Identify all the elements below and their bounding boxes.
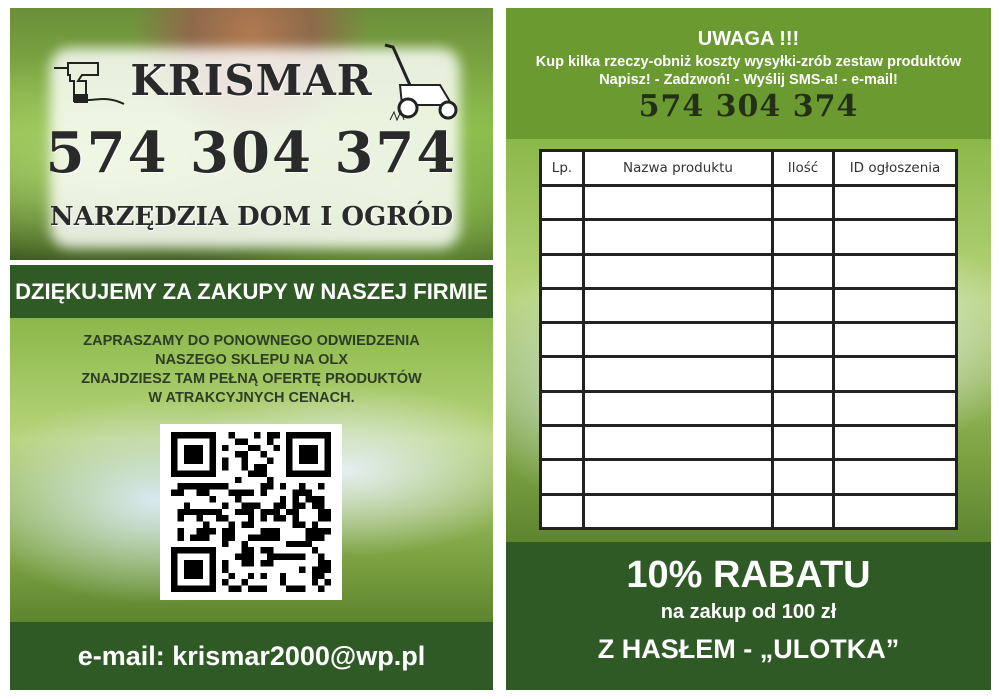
table-cell[interactable] bbox=[539, 389, 585, 428]
discount-code: Z HASŁEM - „ULOTKA” bbox=[597, 634, 900, 664]
table-cell[interactable] bbox=[539, 424, 585, 462]
table-cell[interactable] bbox=[832, 252, 958, 290]
invite-line: ZAPRASZAMY DO PONOWNEGO ODWIEDZENIA bbox=[83, 333, 420, 349]
phone-number: 574 304 374 bbox=[45, 120, 458, 186]
warning-title: UWAGA !!! bbox=[697, 28, 800, 50]
table-cell[interactable] bbox=[832, 218, 958, 256]
notice-phone: 574 304 374 bbox=[638, 89, 859, 124]
table-cell[interactable] bbox=[539, 458, 585, 496]
email-text[interactable]: e-mail: krismar2000@wp.pl bbox=[77, 641, 426, 671]
table-cell[interactable] bbox=[771, 183, 835, 222]
table-cell[interactable] bbox=[582, 183, 774, 222]
qr-code[interactable] bbox=[160, 424, 342, 600]
table-cell[interactable] bbox=[832, 183, 958, 222]
thanks-banner: DZIĘKUJEMY ZA ZAKUPY W NASZEJ FIRMIE bbox=[10, 265, 493, 318]
discount-condition: na zakup od 100 zł bbox=[660, 601, 837, 623]
table-cell[interactable] bbox=[832, 389, 958, 428]
table-cell[interactable] bbox=[539, 218, 585, 256]
header-quantity: Ilość bbox=[771, 149, 835, 187]
header-listing-id: ID ogłoszenia bbox=[832, 149, 958, 187]
discount-banner: 10% RABATU na zakup od 100 zł Z HASŁEM -… bbox=[506, 542, 991, 690]
invite-text: ZAPRASZAMY DO PONOWNEGO ODWIEDZENIA NASZ… bbox=[10, 332, 493, 408]
table-cell[interactable] bbox=[771, 252, 835, 290]
table-cell[interactable] bbox=[539, 321, 585, 359]
table-cell[interactable] bbox=[582, 252, 774, 290]
table-cell[interactable] bbox=[771, 355, 835, 393]
notice-line-1: Kup kilka rzeczy-obniż koszty wysyłki-zr… bbox=[535, 54, 962, 70]
table-row bbox=[539, 458, 958, 496]
table-cell[interactable] bbox=[582, 355, 774, 393]
notice-header: UWAGA !!! Kup kilka rzeczy-obniż koszty … bbox=[506, 8, 991, 139]
hero-image: KRISMAR 574 304 374 NARZĘDZIA DOM I OGRÓ… bbox=[10, 8, 493, 260]
table-cell[interactable] bbox=[771, 492, 835, 530]
brand-name: KRISMAR bbox=[130, 56, 373, 105]
table-cell[interactable] bbox=[582, 286, 774, 325]
left-flyer-panel: KRISMAR 574 304 374 NARZĘDZIA DOM I OGRÓ… bbox=[10, 8, 493, 690]
table-cell[interactable] bbox=[832, 321, 958, 359]
notice-line-2: Napisz! - Zadzwoń! - Wyślij SMS-a! - e-m… bbox=[599, 72, 898, 88]
table-cell[interactable] bbox=[582, 321, 774, 359]
thanks-text: DZIĘKUJEMY ZA ZAKUPY W NASZEJ FIRMIE bbox=[15, 279, 488, 304]
table-cell[interactable] bbox=[771, 458, 835, 496]
table-cell[interactable] bbox=[539, 252, 585, 290]
table-cell[interactable] bbox=[771, 286, 835, 325]
table-cell[interactable] bbox=[771, 218, 835, 256]
table-cell[interactable] bbox=[771, 389, 835, 428]
invite-line: W ATRAKCYJNYCH CENACH. bbox=[148, 390, 355, 406]
table-row bbox=[539, 492, 958, 530]
table-row bbox=[539, 321, 958, 359]
table-cell[interactable] bbox=[832, 424, 958, 462]
table-cell[interactable] bbox=[832, 355, 958, 393]
table-cell[interactable] bbox=[832, 286, 958, 325]
table-cell[interactable] bbox=[539, 183, 585, 222]
email-banner: e-mail: krismar2000@wp.pl bbox=[10, 622, 493, 690]
drill-icon bbox=[54, 62, 125, 105]
table-cell[interactable] bbox=[582, 218, 774, 256]
header-lp: Lp. bbox=[539, 149, 585, 187]
table-cell[interactable] bbox=[582, 424, 774, 462]
lawn-mower-icon bbox=[384, 43, 458, 122]
table-cell[interactable] bbox=[539, 355, 585, 393]
table-row bbox=[539, 286, 958, 325]
table-cell[interactable] bbox=[582, 458, 774, 496]
table-row bbox=[539, 183, 958, 222]
table-row bbox=[539, 424, 958, 462]
table-row bbox=[539, 389, 958, 428]
right-flyer-panel: UWAGA !!! Kup kilka rzeczy-obniż koszty … bbox=[506, 8, 991, 690]
invite-line: NASZEGO SKLEPU NA OLX bbox=[155, 352, 348, 368]
discount-title: 10% RABATU bbox=[626, 554, 871, 596]
table-cell[interactable] bbox=[539, 492, 585, 530]
table-row bbox=[539, 218, 958, 256]
invite-line: ZNAJDZIESZ TAM PEŁNĄ OFERTĘ PRODUKTÓW bbox=[81, 371, 422, 387]
table-row bbox=[539, 252, 958, 290]
table-cell[interactable] bbox=[832, 492, 958, 530]
table-cell[interactable] bbox=[771, 424, 835, 462]
header-product-name: Nazwa produktu bbox=[582, 149, 774, 187]
table-cell[interactable] bbox=[582, 492, 774, 530]
table-cell[interactable] bbox=[582, 389, 774, 428]
table-row bbox=[539, 355, 958, 393]
table-cell[interactable] bbox=[832, 458, 958, 496]
table-cell[interactable] bbox=[539, 286, 585, 325]
tagline: NARZĘDZIA DOM I OGRÓD bbox=[49, 202, 454, 232]
order-table: Lp. Nazwa produktu Ilość ID ogłoszenia bbox=[539, 149, 958, 530]
table-cell[interactable] bbox=[771, 321, 835, 359]
